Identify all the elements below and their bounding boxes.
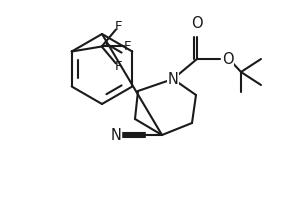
Text: N: N [111,127,122,143]
Text: O: O [222,52,234,67]
Text: F: F [115,20,122,33]
Text: F: F [124,40,131,53]
Text: O: O [191,16,203,31]
Text: N: N [168,71,178,87]
Text: F: F [115,60,122,73]
